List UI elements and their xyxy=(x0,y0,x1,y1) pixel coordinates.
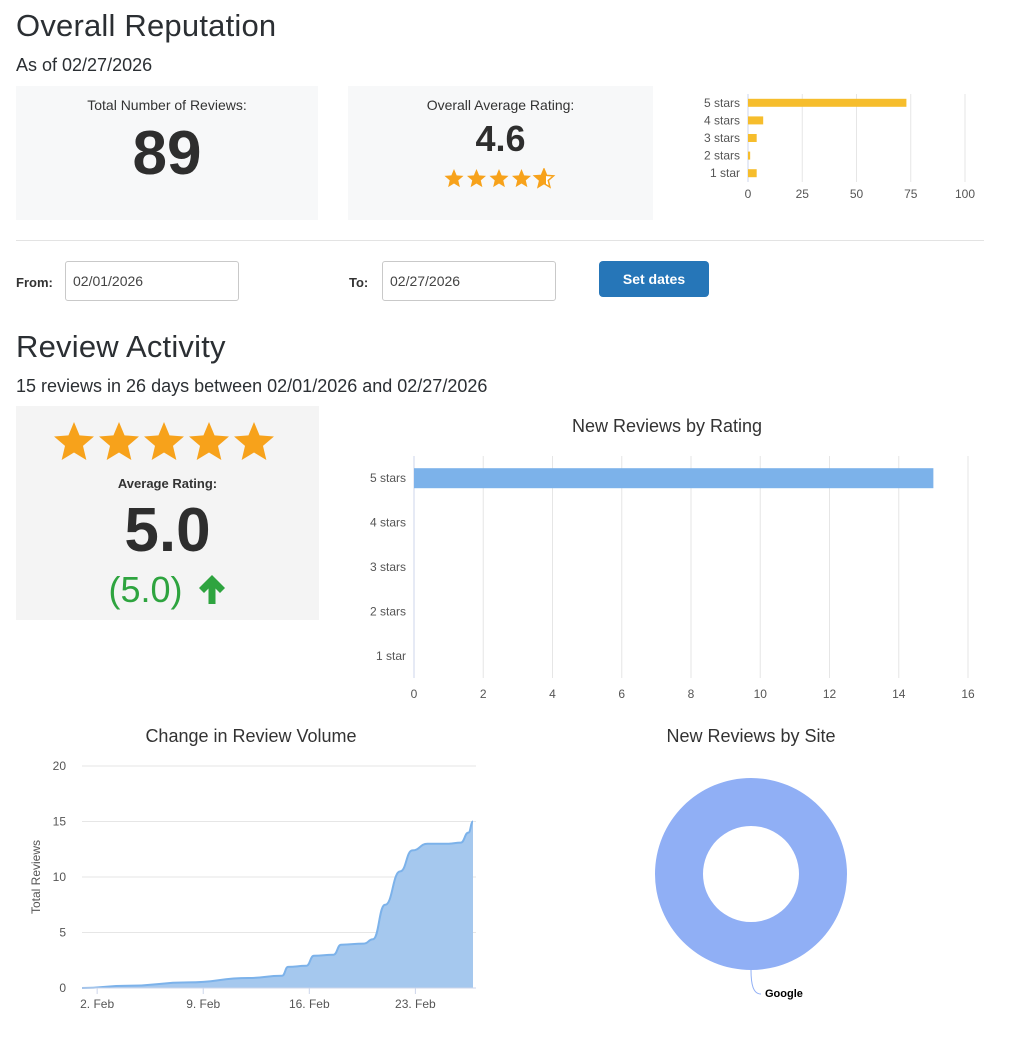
y-tick-label: 3 stars xyxy=(704,131,740,145)
y-tick-label: 2 stars xyxy=(370,604,406,618)
activity-average-label: Average Rating: xyxy=(117,476,218,491)
to-label: To: xyxy=(349,275,369,290)
y-tick-label: 10 xyxy=(53,870,67,884)
star-icon xyxy=(466,169,487,188)
new-reviews-by-site-title: New Reviews by Site xyxy=(666,726,836,746)
total-reviews-label: Total Number of Reviews: xyxy=(87,97,247,113)
total-reviews-value: 89 xyxy=(132,119,202,188)
change-in-volume-title: Change in Review Volume xyxy=(145,726,357,746)
x-tick-label: 14 xyxy=(892,687,906,701)
y-axis-label: Total Reviews xyxy=(29,840,43,914)
to-date-input[interactable] xyxy=(382,261,556,301)
series-line xyxy=(81,820,474,989)
x-tick-label: 0 xyxy=(745,187,752,201)
x-tick-label: 2 xyxy=(480,687,487,701)
x-tick-label: 12 xyxy=(823,687,837,701)
star-icon xyxy=(189,422,229,460)
rating-stars xyxy=(444,168,556,189)
rating-change-value: (5.0) xyxy=(108,569,183,610)
review-activity-summary: 15 reviews in 26 days between 02/01/2026… xyxy=(16,376,488,396)
star-icon xyxy=(99,422,139,460)
section-divider xyxy=(16,240,984,241)
x-tick-label: 10 xyxy=(754,687,768,701)
x-tick-label: 25 xyxy=(796,187,810,201)
y-tick-label: 20 xyxy=(53,759,67,773)
x-tick-label: 23. Feb xyxy=(395,997,436,1011)
y-tick-label: 5 xyxy=(59,926,66,940)
x-tick-label: 6 xyxy=(618,687,625,701)
x-tick-label: 9. Feb xyxy=(186,997,220,1011)
activity-rating-card: Average Rating: 5.0 (5.0) xyxy=(16,406,319,620)
new-reviews-by-rating-title: New Reviews by Rating xyxy=(571,416,763,436)
bar xyxy=(748,116,764,125)
review-activity-title: Review Activity xyxy=(16,329,226,364)
y-tick-label: 1 star xyxy=(376,649,406,663)
rating-distribution-chart: 0 25 50 75 100 5 stars 4 stars 3 stars 2 stars 1 … xyxy=(704,94,975,201)
star-icon xyxy=(444,169,464,188)
y-tick-label: 0 xyxy=(59,981,66,995)
total-reviews-card: Total Number of Reviews: 89 xyxy=(16,86,318,220)
x-tick-label: 50 xyxy=(850,187,864,201)
set-dates-button[interactable]: Set dates xyxy=(599,261,709,297)
x-tick-label: 75 xyxy=(904,187,918,201)
y-tick-label: 15 xyxy=(53,815,67,829)
bar xyxy=(748,98,907,107)
x-tick-label: 16 xyxy=(961,687,975,701)
y-tick-label: 1 star xyxy=(710,166,740,180)
y-tick-label: 3 stars xyxy=(370,560,406,574)
change-in-volume-chart: 0 5 10 15 20 Total Reviews 2. Feb 9. Feb 16. Feb… xyxy=(29,759,476,1011)
bar xyxy=(748,169,757,178)
average-rating-label: Overall Average Rating: xyxy=(426,97,575,113)
activity-rating-stars xyxy=(54,422,274,460)
x-tick-label: 8 xyxy=(688,687,695,701)
star-icon xyxy=(511,169,532,188)
bar xyxy=(748,134,757,142)
area-fill xyxy=(82,821,473,988)
star-icon xyxy=(144,422,184,460)
bar xyxy=(414,468,934,489)
average-rating-card: Overall Average Rating: 4.6 xyxy=(348,86,653,220)
x-tick-label: 2. Feb xyxy=(80,997,114,1011)
x-tick-label: 16. Feb xyxy=(289,997,330,1011)
new-reviews-by-site-chart: Google xyxy=(655,778,847,1000)
slice-connector xyxy=(750,969,762,995)
from-label: From: xyxy=(16,275,53,290)
as-of-date: As of 02/27/2026 xyxy=(16,55,153,75)
y-tick-label: 4 stars xyxy=(704,113,740,127)
overall-reputation-title: Overall Reputation xyxy=(16,8,277,43)
new-reviews-by-rating-chart: 0 2 4 6 8 10 12 14 16 5 stars 4 stars 3 stars 2 star… xyxy=(370,456,975,701)
x-tick-label: 0 xyxy=(411,687,418,701)
average-rating-value: 4.6 xyxy=(475,118,526,159)
rating-change: (5.0) xyxy=(16,569,319,611)
from-date-input[interactable] xyxy=(65,261,239,301)
x-tick-label: 100 xyxy=(955,187,975,201)
half-star-icon xyxy=(534,169,546,188)
y-tick-label: 4 stars xyxy=(370,516,406,530)
pie-slice xyxy=(655,778,847,970)
bar xyxy=(748,151,751,160)
x-tick-label: 4 xyxy=(549,687,556,701)
arrow-up-icon xyxy=(198,575,225,604)
y-tick-label: 5 stars xyxy=(704,96,740,110)
star-icon xyxy=(54,422,94,460)
star-icon xyxy=(234,422,274,460)
slice-label: Google xyxy=(765,988,803,1000)
activity-average-value: 5.0 xyxy=(124,496,211,565)
y-tick-label: 5 stars xyxy=(370,471,406,485)
star-icon xyxy=(489,169,509,188)
y-tick-label: 2 stars xyxy=(704,149,740,163)
